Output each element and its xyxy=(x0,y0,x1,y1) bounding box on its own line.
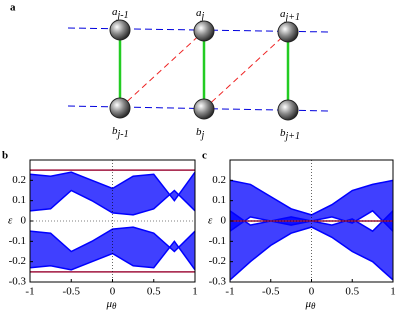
site-subscript: j+1 xyxy=(284,131,301,142)
panel-label: c xyxy=(202,150,207,162)
site-subscript: j+1 xyxy=(284,12,301,23)
x-tick-label: -0.5 xyxy=(262,286,280,298)
site-subscript: j xyxy=(200,11,205,22)
panel-label: b xyxy=(2,150,8,162)
site-label: bj+1 xyxy=(280,127,300,143)
y-tick-label: 0 xyxy=(221,215,227,227)
panel-label: a xyxy=(10,2,16,14)
x-tick-label: 1 xyxy=(192,286,198,298)
lattice-diagram: a xyxy=(10,2,331,112)
dashed-bond xyxy=(119,30,205,109)
site-label: aj xyxy=(196,7,205,23)
x-axis-label-sub: θ xyxy=(112,301,117,311)
site xyxy=(277,21,299,43)
y-tick-label: -0.3 xyxy=(9,276,27,288)
site-letter: b xyxy=(280,127,286,139)
x-tick-label: -1 xyxy=(225,286,234,298)
site-label: aj-1 xyxy=(112,6,129,22)
y-tick-label: 0.2 xyxy=(212,174,226,186)
x-tick-label: -0.5 xyxy=(63,286,81,298)
band-fill xyxy=(30,227,195,270)
x-axis-label: μθ xyxy=(305,298,317,312)
x-tick-label: 0 xyxy=(110,286,116,298)
x-tick-label: 0.5 xyxy=(345,286,359,298)
y-tick-label: -0.3 xyxy=(209,276,227,288)
site-letter: b xyxy=(112,125,118,137)
site-subscript: j-1 xyxy=(116,10,129,21)
x-axis-label-main: μ xyxy=(106,298,113,310)
y-tick-label: -0.1 xyxy=(9,235,26,247)
site-label: bj-1 xyxy=(112,125,129,141)
y-tick-label: 0.2 xyxy=(12,174,26,186)
x-axis-label-sub: θ xyxy=(311,301,316,311)
y-tick-label: 0.1 xyxy=(212,194,226,206)
site xyxy=(109,19,131,41)
site xyxy=(277,99,299,121)
y-tick-label: -0.1 xyxy=(209,235,226,247)
site-letter: a xyxy=(196,7,202,19)
site xyxy=(193,98,215,120)
y-tick-label: -0.2 xyxy=(9,255,26,267)
dashed-bond xyxy=(203,31,289,110)
site-letter: a xyxy=(280,8,286,20)
site xyxy=(109,97,131,119)
band-fill xyxy=(230,210,393,280)
x-tick-label: -1 xyxy=(25,286,34,298)
series-line xyxy=(29,171,196,202)
x-axis-label-main: μ xyxy=(305,298,312,310)
y-tick-label: -0.2 xyxy=(209,255,226,267)
site-subscript: j-1 xyxy=(116,129,129,140)
y-tick-label: 0 xyxy=(21,215,27,227)
y-axis-label: ε xyxy=(8,215,13,227)
site xyxy=(193,20,215,42)
x-tick-label: 1 xyxy=(390,286,396,298)
site-letter: a xyxy=(112,6,118,18)
x-tick-label: 0 xyxy=(309,286,315,298)
site-label: bj xyxy=(196,126,205,142)
x-tick-label: 0.5 xyxy=(147,286,161,298)
x-axis-label: μθ xyxy=(106,298,118,312)
series-line xyxy=(229,226,394,281)
series-line xyxy=(29,189,196,216)
y-axis-label: ε xyxy=(208,215,213,227)
site-label: aj+1 xyxy=(280,8,300,24)
y-tick-label: 0.1 xyxy=(12,194,26,206)
site-subscript: j xyxy=(200,130,205,141)
site-letter: b xyxy=(196,126,202,138)
